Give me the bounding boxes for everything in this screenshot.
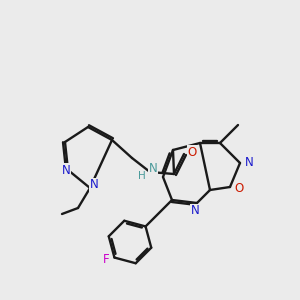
Text: O: O	[234, 182, 244, 196]
Text: H: H	[138, 171, 146, 181]
Text: N: N	[61, 164, 70, 176]
Text: N: N	[244, 157, 253, 169]
Text: N: N	[190, 205, 200, 218]
Text: N: N	[148, 161, 158, 175]
Text: F: F	[103, 253, 110, 266]
Text: N: N	[90, 178, 98, 191]
Text: O: O	[188, 146, 196, 158]
